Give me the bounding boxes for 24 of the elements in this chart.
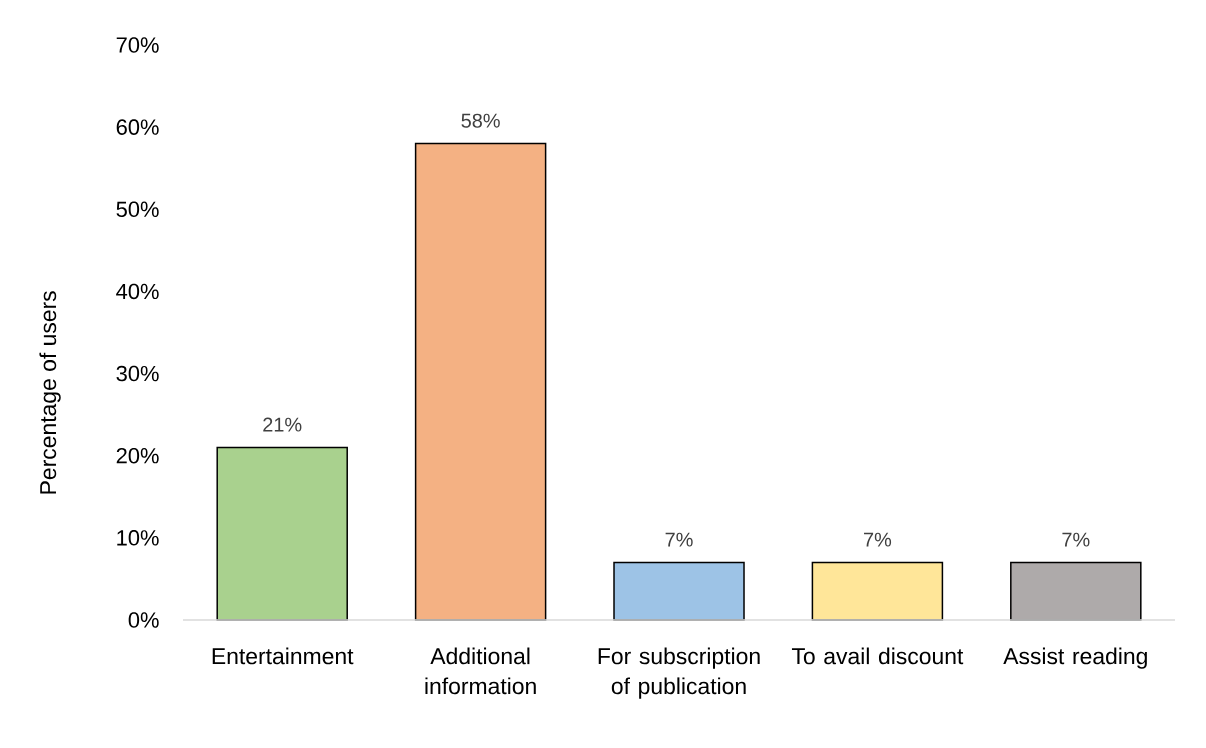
y-axis-title: Percentage of users [39, 291, 61, 494]
data-label: 58% [461, 113, 500, 128]
data-label: 7% [864, 532, 892, 547]
y-tick-label: 0% [128, 612, 159, 628]
bar [216, 446, 348, 621]
bar [1010, 561, 1142, 621]
y-tick-label: 70% [116, 37, 159, 53]
x-tick-label: To avail discount [791, 647, 964, 665]
bar [613, 561, 745, 621]
x-tick-label: Additional information [425, 647, 536, 695]
data-label: 21% [263, 417, 302, 432]
y-tick-label: 20% [116, 447, 159, 464]
y-tick-label: 10% [117, 530, 159, 546]
x-tick-label: Entertainment [212, 647, 354, 665]
x-tick-label: For subscription of publication [598, 647, 760, 699]
x-tick-label: Assist reading [1003, 647, 1147, 669]
y-tick-label: 30% [116, 365, 159, 382]
bar [811, 561, 944, 621]
y-tick-label: 40% [116, 283, 159, 300]
bar [414, 142, 547, 621]
data-label: 7% [665, 532, 693, 547]
y-tick-label: 50% [116, 201, 159, 218]
y-tick-label: 60% [116, 119, 159, 135]
data-label: 7% [1062, 532, 1090, 547]
